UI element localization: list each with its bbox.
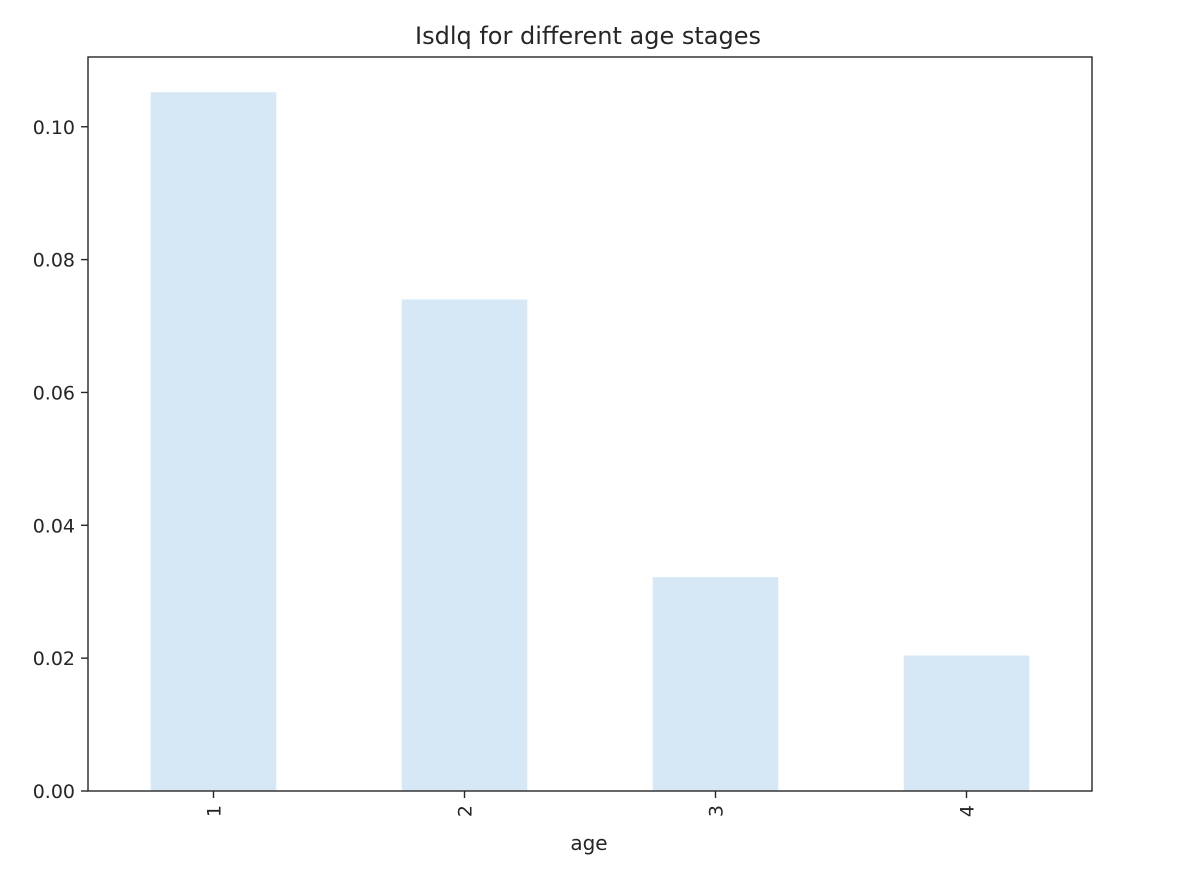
y-tick-label: 0.08	[33, 250, 75, 272]
y-tick-label: 0.02	[33, 648, 75, 670]
plot-frame	[87, 56, 1093, 792]
bar-3	[652, 577, 779, 791]
bars-layer	[150, 92, 1030, 791]
x-tick-label: 3	[706, 805, 728, 817]
x-tick-label: 4	[957, 805, 979, 817]
x-tick-label: 1	[204, 805, 226, 817]
y-tick-label: 0.04	[33, 515, 75, 537]
x-tick-label: 2	[455, 805, 477, 817]
bar-2	[401, 299, 528, 791]
y-tick-label: 0.06	[33, 382, 75, 404]
x-axis-label: age	[570, 831, 607, 855]
bar-1	[150, 92, 277, 791]
y-tick-label: 0.00	[33, 781, 75, 803]
bar-4	[903, 655, 1030, 791]
x-axis: 1 2 3 4	[204, 791, 979, 817]
chart-title: Isdlq for different age stages	[415, 22, 761, 50]
y-tick-label: 0.10	[33, 117, 75, 139]
y-axis: 0.00 0.02 0.04 0.06 0.08 0.10	[33, 117, 88, 803]
